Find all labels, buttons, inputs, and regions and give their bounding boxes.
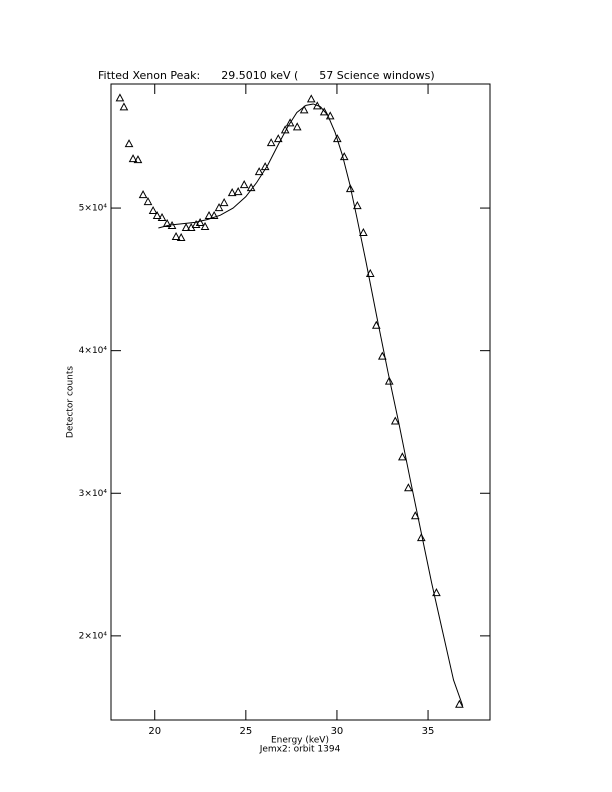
data-point	[266, 138, 276, 147]
data-point	[455, 699, 464, 708]
data-point	[233, 187, 243, 196]
data-point	[152, 210, 162, 220]
y-tick-label: 5×10⁴	[79, 204, 108, 214]
data-point	[390, 416, 400, 425]
data-point	[398, 452, 407, 461]
x-axis-label: Energy (keV)	[271, 736, 329, 746]
plot-frame	[110, 83, 491, 721]
data-point	[332, 134, 342, 143]
data-point	[162, 218, 172, 228]
data-point	[115, 93, 125, 102]
data-point	[143, 197, 153, 206]
data-point	[299, 105, 309, 114]
data-point	[209, 210, 219, 220]
data-point	[404, 483, 413, 492]
y-tick-label: 3×10⁴	[79, 489, 108, 499]
x-tick-label: 20	[148, 726, 161, 737]
data-point	[410, 511, 420, 520]
data-point	[353, 201, 362, 210]
data-point	[280, 125, 290, 134]
data-point	[359, 227, 368, 237]
data-point	[306, 94, 316, 103]
y-axis-label: Detector counts	[66, 366, 76, 438]
data-point	[119, 102, 129, 111]
data-point	[148, 206, 158, 215]
data-point	[133, 155, 143, 164]
data-point	[312, 101, 322, 110]
data-point	[292, 122, 302, 131]
data-point	[138, 190, 148, 199]
subtitle: Jemx2: orbit 1394	[259, 745, 341, 755]
data-point	[181, 222, 191, 232]
x-tick-label: 30	[331, 726, 344, 737]
data-point	[157, 212, 167, 222]
data-point	[432, 588, 441, 597]
fit-line	[158, 103, 464, 706]
data-point	[319, 107, 329, 116]
data-point	[124, 139, 134, 148]
data-point	[416, 533, 426, 542]
data-point	[345, 184, 355, 193]
data-point	[171, 231, 181, 241]
data-point	[200, 221, 210, 231]
y-tick-label: 4×10⁴	[79, 346, 108, 356]
x-tick-label: 35	[422, 726, 435, 737]
data-point	[384, 376, 394, 385]
data-point	[254, 167, 264, 176]
data-point	[176, 232, 186, 242]
data-point	[239, 180, 249, 189]
data-point	[195, 217, 205, 227]
chart-title: Fitted Xenon Peak: 29.5010 keV ( 57 Scie…	[98, 69, 435, 82]
data-point	[377, 351, 387, 360]
data-point	[219, 198, 229, 207]
x-tick-label: 25	[239, 726, 252, 737]
data-point	[227, 188, 237, 197]
data-point	[214, 203, 224, 212]
data-point	[273, 134, 283, 143]
data-point	[285, 118, 295, 127]
data-point	[128, 154, 138, 163]
y-tick-label: 2×10⁴	[79, 631, 108, 641]
